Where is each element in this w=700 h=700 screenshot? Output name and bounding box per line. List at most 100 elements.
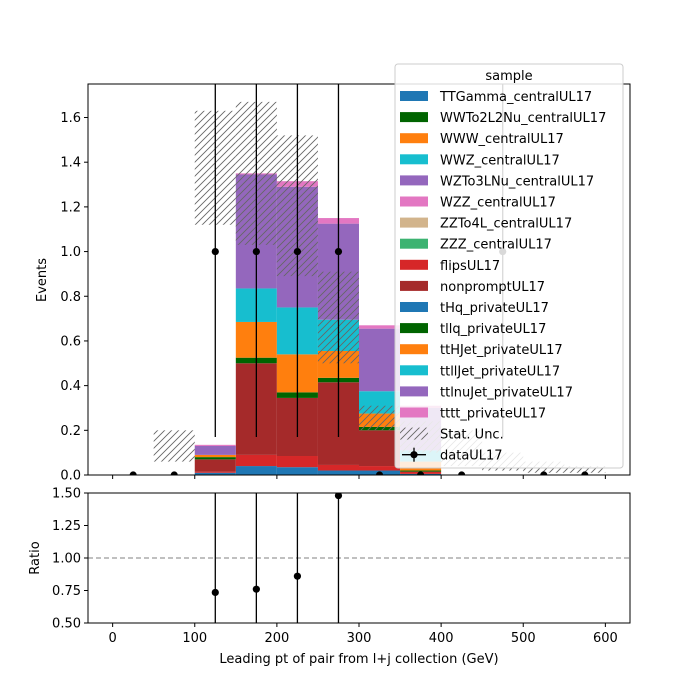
legend-label: ttlnuJet_privateUL17 [440,385,573,400]
data-point [293,247,302,256]
ratio-y-ticks: 0.50 0.75 1.00 1.25 1.50 [52,487,88,632]
y-tick-label: 1.2 [60,200,81,215]
ratio-y-tick-label: 1.00 [52,552,81,567]
legend-swatch [400,175,428,186]
x-tick-label: 600 [593,631,618,646]
bar-segment-flipsUL17-bin-2 [194,471,236,473]
bar-segment-ttHJet_privateUL17-bin-2 [194,454,236,458]
bar-segment-tllq_privateUL17-bin-7 [400,470,442,472]
x-tick-label: 100 [182,631,207,646]
main-panel: 0.0 0.2 0.4 0.6 0.8 1.0 1.2 1.4 1.6 Events [35,83,631,484]
bar-segment-TTGamma_centralUL17-bin-4 [276,467,318,475]
y-tick-label: 0.2 [60,424,81,439]
ratio-y-tick-label: 0.50 [52,617,81,632]
legend: sample TTGamma_centralUL17 WWTo2L2Nu_cent… [394,63,624,469]
legend-swatch [400,323,428,334]
legend-label: dataUL17 [440,449,503,464]
bar-segment-TTGamma_centralUL17-bin-2 [194,472,236,475]
legend-label: WWTo2L2Nu_centralUL17 [440,111,606,126]
ratio-x-ticks: 0 100 200 300 400 500 600 [108,623,618,646]
legend-label: WZTo3LNu_centralUL17 [440,174,594,189]
main-x-ticks [112,475,606,479]
bar-segment-nonpromptUL17-bin-6 [359,430,401,467]
ratio-y-tick-label: 1.50 [52,487,81,502]
legend-swatch [400,238,428,249]
ratio-point [293,572,302,580]
bar-segment-tttt_privateUL17-bin-6 [359,325,401,329]
ratio-point [252,585,260,593]
legend-box [394,63,624,469]
legend-swatch [400,344,428,355]
legend-swatch [400,365,428,376]
x-tick-label: 0 [108,631,116,646]
data-point [540,471,548,475]
ratio-panel: 0.50 0.75 1.00 1.25 1.50 0 100 200 300 400 500 600… [28,487,631,667]
bar-segment-ttlnuJet_privateUL17-bin-6 [359,328,401,392]
y-tick-label: 1.6 [60,111,81,126]
legend-label: TTGamma_centralUL17 [439,90,592,105]
legend-label: ZZTo4L_centralUL17 [440,217,572,232]
data-points [129,84,589,475]
legend-data-marker [410,451,418,459]
bar-segment-flipsUL17-bin-3 [235,454,277,467]
legend-swatch [400,259,428,270]
legend-swatch [400,280,428,291]
data-point [375,471,384,475]
bar-segment-TTGamma_centralUL17-bin-3 [235,466,277,475]
data-point [211,247,219,256]
data-point [458,471,466,475]
legend-label: tttt_privateUL17 [440,407,546,422]
ratio-y-axis-title: Ratio [28,541,43,574]
main-y-axis-title: Events [35,258,50,302]
legend-label: nonpromptUL17 [440,280,545,295]
ratio-content [88,493,630,623]
stat-unc-band-bin-6 [359,405,401,431]
ratio-point [211,588,219,597]
data-point [416,471,425,475]
legend-swatch [400,217,428,228]
stat-unc-band-bin-11 [564,466,606,473]
legend-swatch [400,154,428,165]
bar-segment-flipsUL17-bin-5 [317,464,359,471]
main-y-ticks: 0.0 0.2 0.4 0.6 0.8 1.0 1.2 1.4 1.6 [60,111,88,484]
ratio-point [334,493,343,500]
x-axis-title: Leading pt of pair from l+j collection (… [219,652,498,667]
x-tick-label: 400 [429,631,454,646]
legend-swatch [400,196,428,207]
data-point [129,471,137,475]
y-tick-label: 1.0 [60,245,81,260]
y-tick-label: 0.8 [60,290,81,305]
legend-swatch [400,302,428,312]
bar-segment-tllq_privateUL17-bin-2 [194,457,236,460]
legend-swatch [400,386,428,397]
data-point [334,247,343,256]
data-point [252,247,260,256]
legend-label: WWZ_centralUL17 [440,153,560,168]
legend-swatch [400,133,428,144]
stat-unc-band-bin-1 [153,430,195,462]
legend-label: tHq_privateUL17 [440,301,549,316]
ratio-y-tick-label: 0.75 [52,584,81,599]
data-point [170,471,178,475]
legend-swatch [400,112,428,123]
legend-label: WWW_centralUL17 [440,132,564,147]
ratio-y-tick-label: 1.25 [52,519,81,534]
legend-label: Stat. Unc. [440,428,504,443]
legend-swatch-stat-unc [400,427,428,440]
x-tick-label: 200 [264,631,289,646]
y-tick-label: 0.0 [60,469,81,484]
legend-label: ZZZ_centralUL17 [440,238,552,253]
bar-segment-TTGamma_centralUL17-bin-5 [317,470,359,475]
data-point [581,471,589,475]
y-tick-label: 0.4 [60,379,81,394]
legend-title: sample [485,69,532,84]
bar-segment-flipsUL17-bin-6 [359,466,401,471]
legend-label: tllq_privateUL17 [440,322,546,337]
x-tick-label: 500 [511,631,536,646]
legend-swatch [400,91,428,101]
legend-swatch [400,407,428,418]
legend-label: flipsUL17 [440,259,500,274]
bar-segment-flipsUL17-bin-4 [276,456,318,468]
y-tick-label: 0.6 [60,334,81,349]
